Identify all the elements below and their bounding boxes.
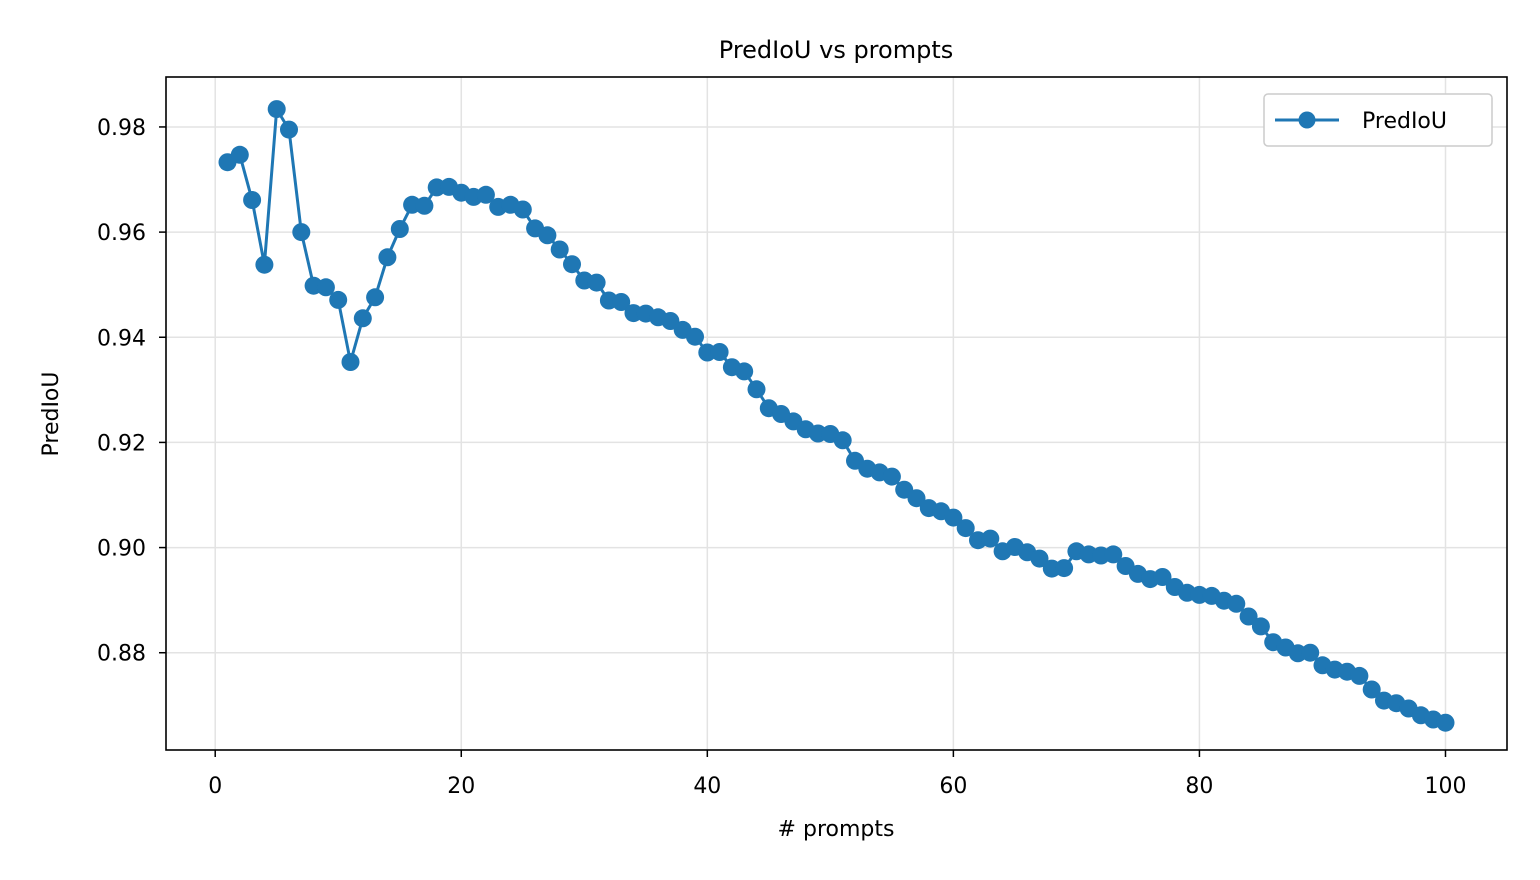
data-point — [1436, 713, 1455, 732]
y-tick-label: 0.98 — [97, 116, 146, 141]
data-point — [587, 273, 606, 292]
x-tick-label: 80 — [1185, 774, 1213, 799]
y-tick-label: 0.92 — [97, 431, 146, 456]
data-point — [280, 120, 298, 139]
data-point — [341, 353, 360, 371]
data-point — [513, 200, 532, 219]
x-tick-label: 40 — [693, 774, 721, 799]
data-point — [1362, 680, 1381, 699]
y-axis: 0.88 0.90 0.92 0.94 0.96 0.98 — [97, 116, 166, 667]
x-tick-label: 100 — [1424, 774, 1466, 799]
data-point — [612, 293, 631, 311]
data-point — [1239, 607, 1258, 626]
data-point — [981, 529, 1000, 548]
chart-title: PredIoU vs prompts — [719, 36, 953, 64]
data-point — [563, 255, 581, 274]
data-point — [1030, 549, 1049, 568]
y-tick-label: 0.96 — [97, 221, 146, 246]
data-point — [378, 248, 397, 267]
data-point — [686, 327, 704, 346]
series-layer — [218, 100, 1455, 732]
data-point — [390, 220, 409, 238]
data-point — [292, 223, 311, 242]
data-point — [710, 343, 729, 361]
data-point — [1350, 666, 1369, 685]
data-point — [833, 431, 852, 450]
y-tick-label: 0.88 — [97, 642, 146, 667]
data-point — [735, 362, 754, 381]
data-point — [243, 191, 262, 209]
data-point — [882, 467, 901, 486]
x-tick-label: 60 — [939, 774, 967, 799]
data-point — [230, 145, 249, 164]
data-point — [476, 185, 495, 204]
x-tick-label: 0 — [208, 774, 222, 799]
data-point — [538, 226, 557, 245]
data-point — [907, 489, 926, 508]
y-tick-label: 0.90 — [97, 537, 146, 562]
x-axis: 0 20 40 60 80 100 — [208, 750, 1466, 799]
x-tick-label: 20 — [447, 774, 475, 799]
data-point — [415, 196, 434, 215]
legend-box — [1263, 93, 1493, 147]
y-tick-label: 0.94 — [97, 326, 146, 351]
legend: PredIoU — [1263, 93, 1493, 147]
x-axis-label: # prompts — [778, 817, 895, 842]
data-point — [1153, 568, 1172, 586]
data-point — [366, 288, 385, 307]
data-point — [329, 290, 348, 309]
y-axis-label: PredIoU — [39, 372, 64, 457]
data-point — [1227, 594, 1246, 613]
data-point — [316, 278, 335, 297]
data-point — [353, 309, 372, 328]
legend-marker — [1298, 111, 1316, 129]
data-point — [550, 240, 569, 259]
data-point — [267, 100, 286, 119]
data-point — [1251, 617, 1270, 636]
data-point — [1055, 559, 1074, 578]
data-point — [1301, 643, 1320, 662]
data-point — [944, 508, 963, 527]
data-point — [956, 519, 975, 538]
data-point — [747, 380, 766, 399]
plot-frame — [165, 76, 1508, 751]
data-point — [1104, 545, 1123, 564]
legend-label-prediou: PredIoU — [1362, 109, 1447, 134]
data-point — [255, 255, 274, 274]
